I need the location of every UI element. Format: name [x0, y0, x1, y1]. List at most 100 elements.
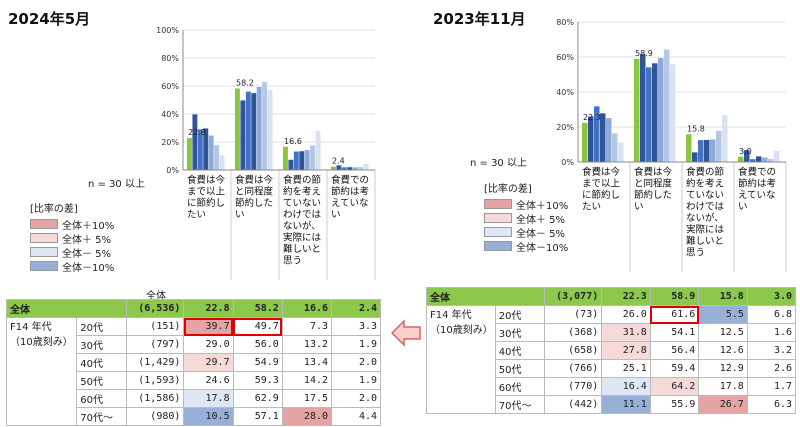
category-label: 実際には	[283, 232, 322, 244]
legend-label: 全体＋ 5%	[62, 234, 112, 246]
panel-title-2023: 2023年11月	[433, 10, 526, 28]
legend-swatch	[484, 199, 512, 209]
legend-item: 全体－ 5%	[484, 225, 568, 240]
value-cell: 11.1	[601, 395, 651, 414]
category-label: ていない	[283, 198, 321, 209]
y-tick-label: 0%	[166, 166, 179, 175]
sample-count: (6,536)	[125, 299, 185, 318]
sample-count: (770)	[543, 377, 603, 396]
row-label: 30代	[494, 323, 545, 342]
data-label: 15.8	[687, 124, 705, 133]
data-label: 16.6	[284, 137, 302, 146]
category-label: 実際には	[686, 224, 725, 236]
bar-1-1	[240, 100, 246, 170]
value-cell: 4.4	[331, 407, 381, 426]
value-cell: 16.6	[281, 299, 333, 318]
left-arrow-icon	[390, 319, 421, 347]
category-label: えていな	[738, 190, 776, 201]
data-label: 58.9	[635, 49, 653, 58]
data-table-2024: 全体 (6,536) 22.8 58.2 16.6 2.4 F14 年代（10歳刻み） 20代…	[5, 299, 381, 426]
value-cell: 2.0	[331, 389, 381, 408]
category-label: い	[738, 202, 748, 213]
value-cell: 58.2	[232, 299, 283, 318]
legend-item: 全体－ 5%	[30, 245, 114, 260]
category-label: い	[235, 210, 245, 221]
bar-3-2	[750, 159, 756, 162]
value-cell: 64.2	[649, 377, 700, 396]
bar-0-5	[612, 133, 618, 162]
value-cell: 14.2	[281, 371, 333, 390]
bar-0-4	[606, 118, 612, 162]
row-label: 全体	[426, 287, 545, 306]
bar-chart-2023: 0% 20% 40% 60% 80% 22.3 食費は今 まで以上 に節約し たい 58.9 食費は今…	[548, 12, 800, 290]
value-cell: 12.9	[698, 359, 748, 378]
legend-item: 全体＋10%	[30, 217, 114, 232]
legend-swatch	[30, 247, 58, 257]
group-label: F14 年代（10歳刻み）	[426, 305, 496, 414]
bar-3-3	[347, 167, 353, 170]
row-label: 70代～	[494, 395, 545, 414]
bar-2-4	[710, 139, 716, 162]
value-cell: 17.8	[183, 389, 234, 408]
y-tick-label: 80%	[556, 18, 574, 27]
sample-size-note: n = 30 以上	[470, 158, 527, 169]
sample-count: (442)	[543, 395, 603, 414]
value-cell: 5.5	[698, 305, 748, 324]
sample-count: (1,593)	[125, 371, 185, 390]
bar-2-0	[283, 146, 288, 170]
legend-title: [比率の差]	[484, 184, 532, 195]
category-label: 食費は今	[634, 166, 673, 178]
value-cell: 12.5	[698, 323, 748, 342]
bar-3-5	[358, 167, 364, 170]
bar-1-2	[646, 67, 652, 162]
category-label: 節約は考	[331, 186, 369, 198]
bar-3-5	[768, 159, 774, 162]
value-cell: 27.8	[601, 341, 651, 360]
value-cell: 58.9	[649, 287, 700, 306]
row-label: 40代	[494, 341, 545, 360]
legend-swatch	[484, 213, 512, 223]
value-cell: 61.6	[649, 305, 700, 324]
legend-item: 全体＋ 5%	[484, 211, 568, 226]
data-label: 58.2	[236, 79, 254, 88]
value-cell: 22.3	[601, 287, 651, 306]
value-cell: 1.9	[331, 371, 381, 390]
bar-1-3	[251, 93, 257, 170]
bar-2-3	[299, 151, 305, 170]
category-label: ないが、	[283, 220, 321, 232]
category-label: 節約した	[235, 197, 273, 209]
sample-count: (766)	[543, 359, 603, 378]
bar-0-6	[618, 142, 624, 162]
category-label: 食費は今	[582, 166, 621, 178]
table-row: 50代 (1,593) 24.6 59.3 14.2 1.9	[7, 371, 381, 390]
bar-1-4	[256, 86, 262, 170]
value-cell: 57.1	[232, 407, 283, 426]
value-cell: 1.7	[746, 377, 797, 396]
value-cell: 7.3	[281, 317, 333, 336]
category-label: 約を考え	[686, 178, 724, 190]
legend: [比率の差] 全体＋10% 全体＋ 5% 全体－ 5% 全体－10%	[30, 200, 114, 274]
bar-1-0	[235, 88, 240, 170]
value-cell: 26.0	[601, 305, 651, 324]
value-cell: 29.7	[183, 353, 234, 372]
value-cell: 13.2	[281, 335, 333, 354]
value-cell: 17.8	[698, 377, 748, 396]
category-label: 食費での	[331, 174, 369, 186]
legend-item: 全体－10%	[30, 259, 114, 274]
row-label: 30代	[76, 335, 127, 354]
legend-item: 全体＋10%	[484, 197, 568, 212]
value-cell: 39.7	[183, 317, 234, 336]
value-cell: 31.8	[601, 323, 651, 342]
legend-swatch	[484, 227, 512, 237]
n-column-label: 全体	[146, 291, 166, 302]
bar-2-6	[722, 115, 728, 162]
sample-count: (1,429)	[125, 353, 185, 372]
bar-0-2	[197, 129, 203, 170]
value-cell: 22.8	[183, 299, 234, 318]
bar-0-2	[594, 106, 600, 162]
category-label: と同程度	[235, 186, 274, 198]
bar-0-3	[203, 128, 209, 170]
table-row: 30代 (368) 31.8 54.1 12.5 1.6	[427, 323, 797, 342]
value-cell: 25.1	[601, 359, 651, 378]
y-tick-label: 0%	[561, 158, 574, 167]
